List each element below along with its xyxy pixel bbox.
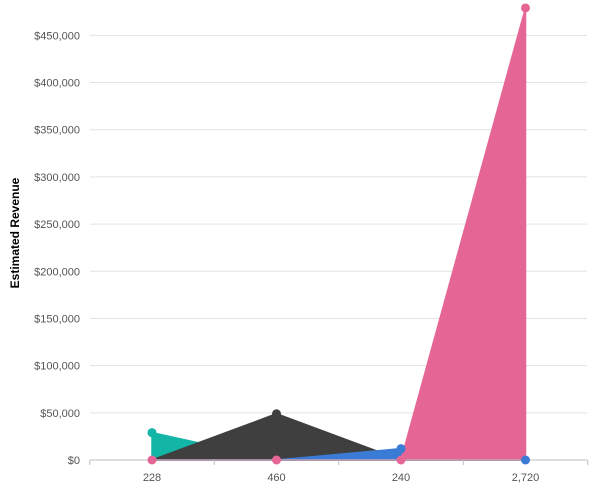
y-tick-label: $250,000 [34, 219, 80, 231]
series-areas [151, 7, 527, 461]
y-tick-label: $400,000 [34, 78, 80, 90]
axes: $0 $50,000 $100,000 $150,000 $200,000 $250,00… [34, 30, 589, 484]
y-tick-label: $350,000 [34, 125, 80, 137]
y-axis-title: Estimated Revenue [8, 177, 22, 288]
y-tick-label: $300,000 [34, 172, 80, 184]
y-tick-label: $50,000 [40, 408, 80, 420]
data-point[interactable] [521, 3, 530, 13]
y-tick-label: $100,000 [34, 361, 80, 373]
y-tick-label: $450,000 [34, 30, 80, 42]
x-tick-label: 460 [267, 472, 285, 484]
y-tick-label: $150,000 [34, 313, 80, 325]
y-tick-label: $200,000 [34, 266, 80, 278]
data-point[interactable] [147, 455, 157, 465]
x-tick-label: 2,720 [512, 472, 540, 484]
data-point[interactable] [147, 428, 157, 438]
data-markers [147, 3, 530, 465]
y-tick-label: $0 [68, 455, 80, 467]
series-area [151, 7, 527, 461]
grid-lines [90, 34, 587, 414]
x-tick-label: 228 [143, 472, 161, 484]
x-tick-label: 240 [392, 472, 410, 484]
data-point[interactable] [396, 444, 406, 454]
data-point[interactable] [272, 409, 281, 419]
data-point[interactable] [396, 455, 406, 465]
data-point[interactable] [521, 455, 530, 465]
data-point[interactable] [272, 455, 281, 465]
